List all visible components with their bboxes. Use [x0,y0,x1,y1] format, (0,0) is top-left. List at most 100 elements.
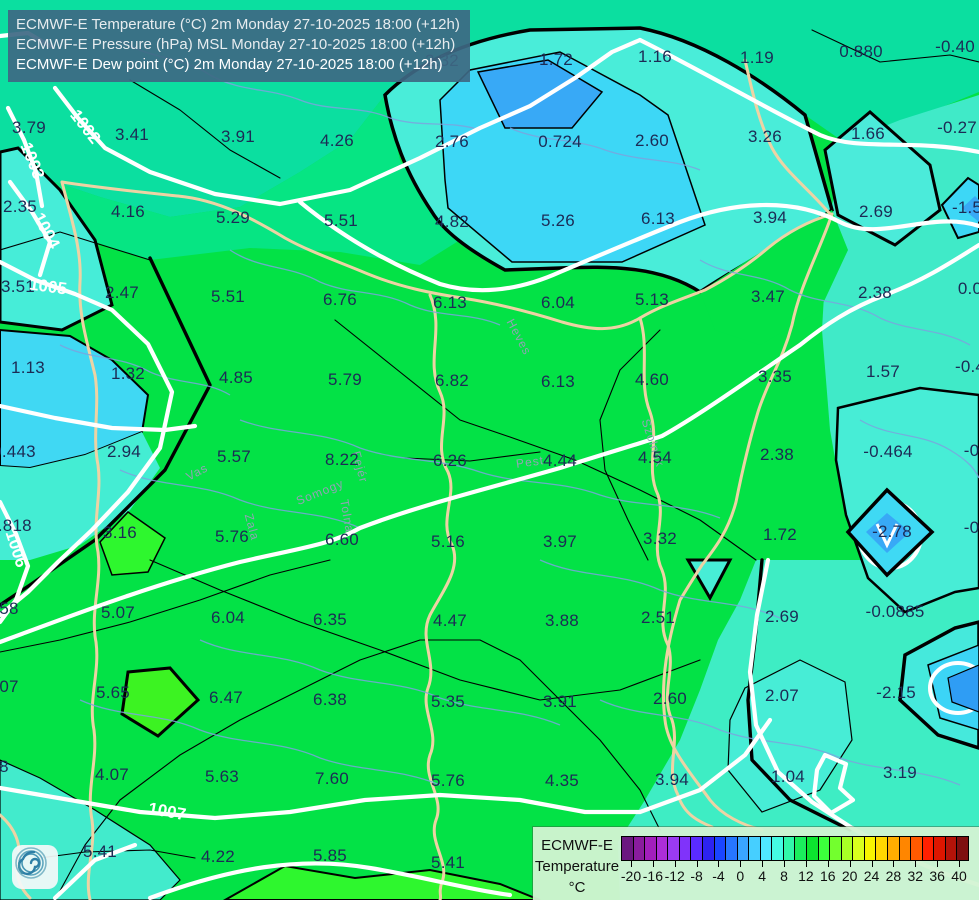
legend-tickmarks [621,861,969,868]
legend-color-cell [853,837,865,860]
river-line [859,419,979,479]
dewpoint-value-label: 2.94 [107,442,141,461]
dewpoint-value-label: 8.22 [325,450,359,469]
temp-region-right-nest-core [947,664,979,713]
legend-color-cell [726,837,738,860]
dewpoint-value-label: 5.35 [431,692,465,711]
legend-tick [959,861,960,867]
isobar-1007 [0,717,773,821]
legend-color-cell [899,837,912,860]
legend-tick-value: -8 [690,868,703,884]
legend-tick-labels: -20 -16 -12 -8 -4 0 4 8 12 16 20 24 28 32 36 40 [621,868,969,886]
temperature-legend: ECMWF-E Temperature °C -20 -16 -12 -8 -4 0 4 8 1… [532,826,979,900]
dewpoint-value-label: 3.41 [115,125,149,144]
legend-color-cell [714,837,727,860]
dewpoint-value-label: 3.26 [748,127,782,146]
legend-color-cell [830,837,842,860]
dewpoint-value-label: 1.04 [771,767,805,786]
isobar-line [52,842,138,900]
dewpoint-contour [599,329,661,561]
river-line [199,639,561,726]
dewpoint-value-label: 6.13 [433,293,467,312]
dewpoint-value-label: -0. [963,518,979,537]
dewpoint-value-label: 6.47 [209,688,243,707]
dewpoint-value-label: 5.26 [541,211,575,230]
dewpoint-value-label: 1.72 [763,525,797,544]
river-line [79,699,441,786]
legend-tick [784,861,786,867]
dewpoint-value-label: 5.41 [431,853,465,872]
dewpoint-value-label: 7.60 [315,769,349,788]
dewpoint-value-label: 1.19 [740,48,774,67]
legend-color-cell [668,837,680,860]
dewpoint-value-label: 3.35 [758,367,792,386]
dewpoint-contour [149,559,701,701]
legend-tick [718,861,720,867]
isobar-1002 [52,37,643,207]
legend-tick-value: 28 [885,868,902,884]
legend-tick [674,861,676,867]
river-line [239,419,721,519]
dewpoint-contour-thick [0,256,212,607]
legend-parameter: Temperature [534,858,620,875]
dewpoint-value-label: -0.464 [863,442,913,461]
dewpoint-value-label: 2.07 [765,686,799,705]
temp-region-west-teal [0,432,160,560]
dewpoint-value-label: 2.60 [635,131,669,150]
legend-tick [849,861,851,867]
legend-color-cell [841,837,854,860]
dewpoint-contour [811,29,979,63]
legend-color-cell [807,837,819,860]
dewpoint-value-label: 4.35 [545,771,579,790]
river-line [229,249,501,326]
dewpoint-value-label: 5.13 [635,290,669,309]
river-tisza-border [638,316,714,829]
river-line [699,259,971,346]
temp-region-ne-diamond-core [962,196,979,222]
temp-region-band2 [0,95,460,265]
legend-colorbar [621,836,969,861]
legend-color-cell [622,837,634,860]
dewpoint-value-label: 4.44 [543,451,577,470]
legend-tick-value: 40 [951,868,967,884]
temp-region-ne-cyan [823,110,942,247]
isobar-1003 [5,105,45,209]
temp-region-se-cyan-pocket [727,659,853,813]
dewpoint-value-label: 5.57 [217,447,251,466]
legend-tick-value: 4 [758,868,767,884]
diamond-core [866,513,910,553]
dewpoint-value-label: -0. [963,441,979,460]
temp-region-west-cyan-top [0,146,114,332]
dewpoint-value-label: 1.32 [111,364,145,383]
legend-color-cell [887,837,900,860]
legend-color-cell [737,837,750,860]
legend-color-cell [864,837,877,860]
legend-color-cell [818,837,831,860]
country-border-east [662,212,834,832]
map-title-box: ECMWF-E Temperature (°C) 2m Monday 27-10… [8,10,470,82]
dewpoint-value-label: 0.724 [538,132,582,151]
legend-tick [762,861,764,867]
legend-tick-value: 20 [841,868,858,884]
dewpoint-value-label: 0.0 [957,279,979,298]
dewpoint-value-label: 6.13 [541,372,575,391]
dewpoint-value-label: 3.88 [545,611,579,630]
legend-tick [937,861,939,867]
isobar-loop [811,752,856,816]
legend-color-cell [922,837,935,860]
dewpoint-contour [54,639,661,900]
dewpoint-value-label: 6.04 [211,608,245,627]
legend-tick [871,861,873,867]
dewpoint-value-label: 2.69 [859,202,893,221]
dewpoint-value-label: 5.07 [101,603,135,622]
dewpoint-value-label: 3.19 [883,763,917,782]
title-dewpoint: ECMWF-E Dew point (°C) 2m Monday 27-10-2… [16,56,443,73]
dewpoint-value-label: 2.76 [435,132,469,151]
dewpoint-value-label: 2.51 [641,608,675,627]
dewpoint-value-label: 5.16 [431,532,465,551]
legend-tick-value: 32 [907,868,924,884]
legend-color-cell [934,837,946,860]
river-line [509,127,701,171]
isobar-line [147,861,513,900]
